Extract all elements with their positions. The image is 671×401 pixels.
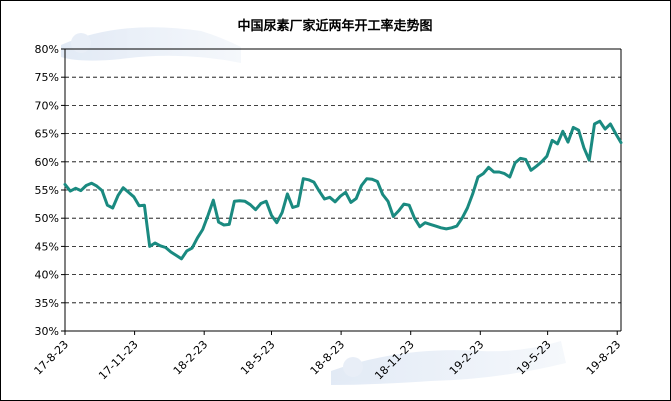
y-tick-label: 30%: [35, 325, 59, 338]
gridlines: [65, 48, 621, 304]
y-tick-label: 35%: [35, 297, 59, 310]
x-tick-label: 18-2-23: [171, 338, 211, 378]
x-tick-label: 17-11-23: [96, 338, 141, 383]
y-tick-label: 55%: [35, 184, 59, 197]
y-tick-label: 70%: [35, 99, 59, 112]
y-tick-label: 80%: [35, 43, 59, 56]
x-tick-label: 19-8-23: [584, 338, 624, 378]
watermark-top: [61, 27, 241, 63]
watermark-bottom: [331, 341, 566, 385]
x-tick-label: 17-8-23: [32, 338, 72, 378]
y-tick-label: 50%: [35, 212, 59, 225]
series-line: [63, 119, 623, 261]
x-axis-ticks: 17-8-23 17-11-23 18-2-23 18-5-23 18-8-23 18-1…: [32, 331, 624, 383]
y-tick-label: 65%: [35, 128, 59, 141]
y-tick-label: 40%: [35, 269, 59, 282]
y-tick-label: 45%: [35, 240, 59, 253]
x-tick-label: 18-5-23: [238, 338, 278, 378]
chart-title: 中国尿素厂家近两年开工率走势图: [237, 18, 432, 34]
y-tick-label: 60%: [35, 156, 59, 169]
y-tick-label: 75%: [35, 71, 59, 84]
y-axis-ticks: 30% 35% 40% 45% 50% 55% 60% 65% 70% 75% 80%: [35, 43, 65, 338]
